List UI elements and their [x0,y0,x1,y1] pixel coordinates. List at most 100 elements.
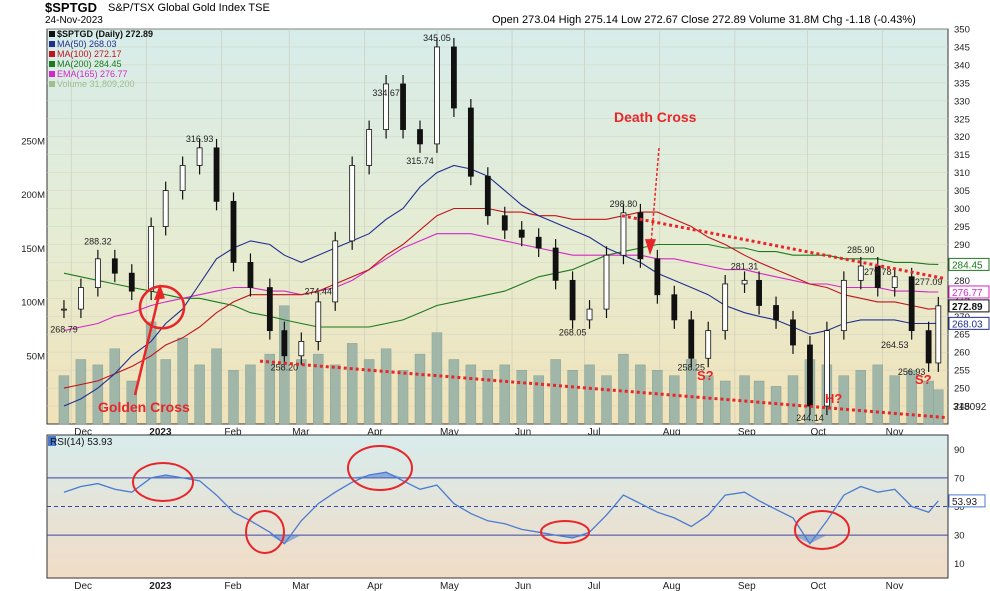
price-label: 281.31 [731,262,759,272]
volume-bar [855,370,867,425]
price-candle [366,129,373,166]
x-tick-label: Nov [886,427,904,438]
volume-bar [145,321,157,425]
volume-bar [635,364,646,425]
price-candle [111,258,118,274]
legend-swatch [49,51,55,57]
price-candle [501,215,508,231]
annotation-label: S? [697,368,714,383]
y-tick-label: 295 [954,222,970,233]
volume-bar [889,375,900,425]
price-candle [688,319,695,359]
price-label: 288.32 [84,236,112,246]
value-tag [948,316,990,330]
legend-entry: MA(200) 284.45 [57,59,122,69]
price-candle [179,165,186,191]
golden-cross-arrowhead [154,283,165,301]
volume-bar [482,370,494,425]
price-candle [637,212,644,260]
volume-bar [228,370,239,425]
volume-bar [567,370,578,425]
volume-bar [211,348,222,425]
y-tick-label: 265 [954,330,970,341]
chart-symbol: $SPTGD [45,0,98,15]
y-tick-label: 260 [954,348,970,359]
price-candle [586,308,593,321]
volume-bar [933,389,944,425]
price-candle [518,229,525,238]
price-label: 264.53 [881,340,909,350]
annotation-label: H? [825,391,842,406]
volume-tick-label: 50M [27,351,46,362]
price-label: 256.93 [898,367,926,377]
price-candle [162,190,169,227]
legend-swatch [49,81,55,87]
rsi-oversold-fill [809,535,827,544]
x-tick-label: Jul [588,427,601,438]
volume-bar [126,380,137,425]
price-label: 279.78 [864,267,892,277]
volume-bar [872,364,883,425]
price-label: 316.93 [186,134,214,144]
x-tick-label: Dec [74,427,92,438]
volume-bar [787,375,799,425]
y-tick-label: 320 [954,132,970,143]
volume-bar [363,359,375,425]
rsi-x-tick-label: Sep [738,581,756,591]
legend-entry: MA(50) 268.03 [57,39,117,49]
x-tick-label: Mar [292,427,310,438]
volume-bar [499,364,510,425]
volume-tick-label: 100M [21,298,45,309]
value-tag-text: 272.89 [952,302,983,313]
price-candle [383,83,389,130]
rsi-overbought-fill [352,475,370,478]
price-candle [230,200,237,263]
rsi-panel: 10 30 50 70 90 RSI(14) 53.93 53.93 [46,434,986,579]
resistance-trendline [621,214,946,281]
price-candle [671,294,678,321]
y-tick-label: 245 [954,402,970,413]
price-label: 345.05 [423,33,451,43]
y-tick-label: 350 [954,25,970,36]
volume-bar [550,359,561,425]
volume-bar [58,375,70,425]
y-tick-label: 280 [954,276,970,287]
price-candle [247,262,254,288]
price-candle [935,305,942,364]
y-tick-label: 330 [954,96,970,107]
volume-bar [516,370,527,425]
price-candle [349,165,356,242]
rsi-legend-swatch [48,436,56,446]
legend-entry: MA(100) 272.17 [57,49,122,59]
volume-bar [652,370,663,425]
volume-tag-text: 318092 [953,402,987,413]
x-tick-label: Sep [738,427,756,438]
volume-bar [669,375,680,425]
price-candle [484,175,491,217]
legend-swatch [49,61,55,67]
volume-bar [838,375,850,425]
price-candle [148,226,155,292]
price-label: 274.44 [305,286,333,296]
rsi-oversold-fill [269,535,285,544]
x-tick-label: Feb [224,427,242,438]
rsi-x-tick-label: Apr [367,581,383,591]
price-candle [535,236,542,249]
rsi-title: RSI(14) 53.93 [50,437,113,448]
rsi-oversold-fill [555,535,573,538]
rsi-highlight-circle [245,510,285,554]
price-candle [78,287,84,310]
price-candle [773,305,779,321]
y-tick-label: 250 [954,384,970,395]
price-candle [823,330,830,407]
price-candle [281,330,288,357]
price-label: 258.20 [271,363,299,373]
price-label: 315.74 [406,156,434,166]
price-candle [722,283,729,332]
golden-cross-circle [138,285,186,330]
rsi-x-tick-label: Jun [515,581,531,591]
rsi-value-tag-text: 53.93 [952,497,977,508]
ema165-line [63,233,939,332]
volume-bar [279,305,290,425]
